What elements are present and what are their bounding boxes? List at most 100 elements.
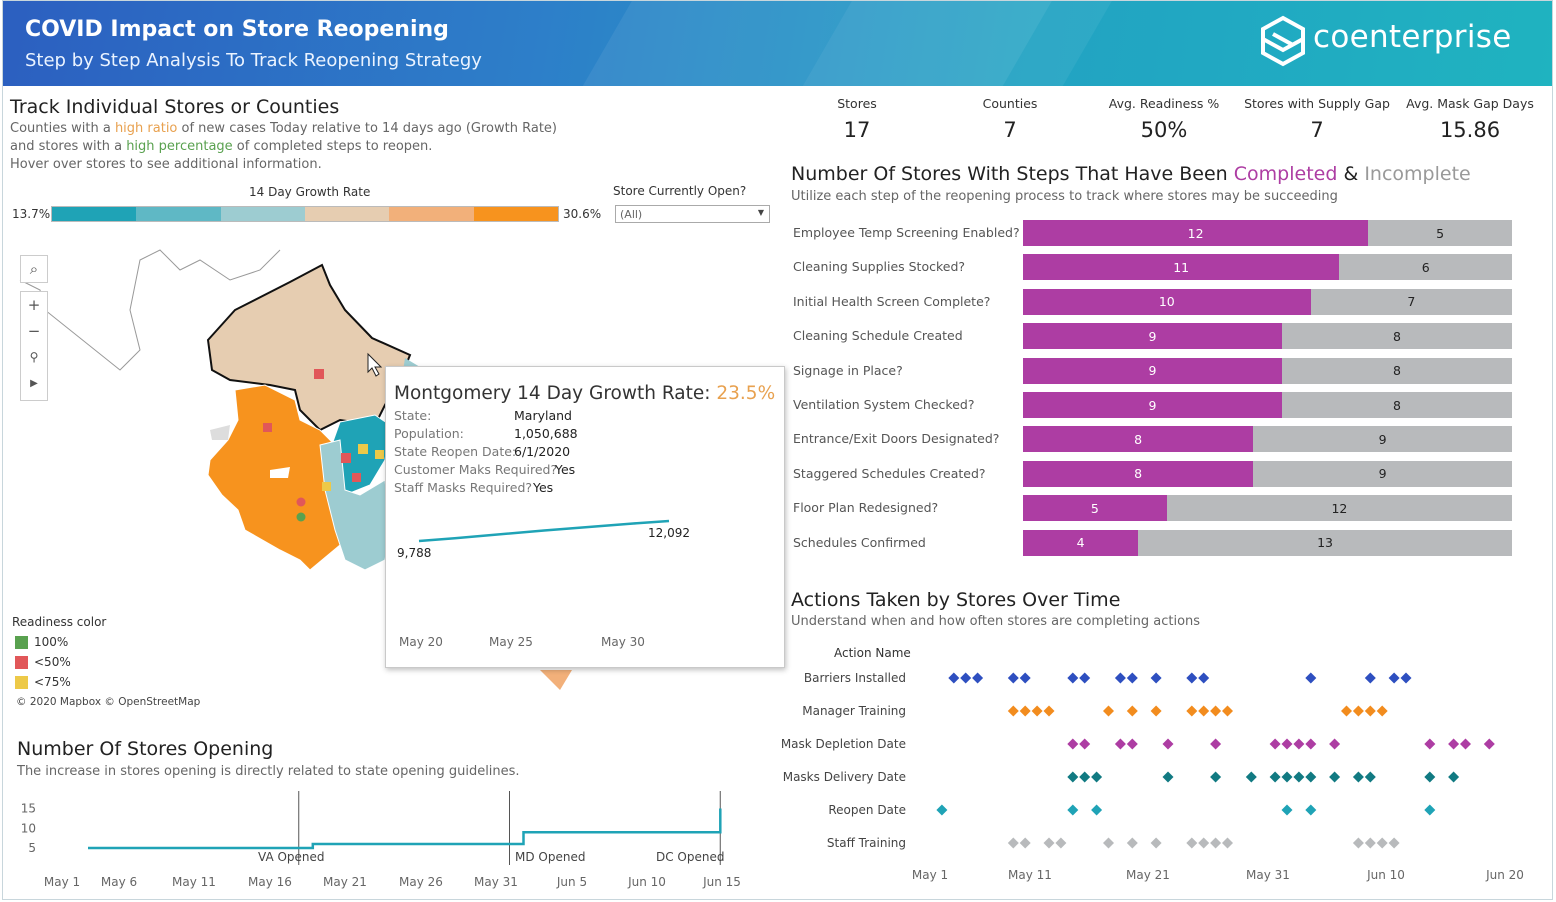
step-bar-incomplete[interactable]: 8 [1281,392,1512,418]
action-diamond[interactable] [1114,738,1126,750]
action-diamond[interactable] [1376,705,1388,717]
action-diamond[interactable] [1067,804,1079,816]
action-diamond[interactable] [1198,705,1210,717]
action-diamond[interactable] [1293,738,1305,750]
action-diamond[interactable] [1424,771,1436,783]
action-diamond[interactable] [1019,837,1031,849]
step-bar-completed[interactable]: 8 [1023,426,1254,453]
action-diamond[interactable] [1388,672,1400,684]
action-diamond[interactable] [1210,771,1222,783]
action-diamond[interactable] [1126,672,1138,684]
action-diamond[interactable] [1150,837,1162,849]
step-bar-completed[interactable]: 4 [1023,529,1139,556]
action-diamond[interactable] [1007,672,1019,684]
step-bar-completed[interactable]: 9 [1023,323,1282,350]
action-diamond[interactable] [1305,804,1317,816]
step-bar-completed[interactable]: 5 [1023,495,1167,522]
action-diamond[interactable] [1091,804,1103,816]
action-diamond[interactable] [1126,738,1138,750]
action-diamond[interactable] [1103,837,1114,849]
step-bar-incomplete[interactable]: 9 [1253,426,1512,453]
play-arrow-icon[interactable]: ▶ [30,377,38,389]
search-icon[interactable]: ⌕ [29,260,39,278]
step-bar-incomplete[interactable]: 8 [1281,357,1512,384]
step-bar-completed[interactable]: 10 [1023,288,1311,315]
action-diamond[interactable] [1019,672,1031,684]
action-diamond[interactable] [948,672,960,684]
action-diamond[interactable] [1448,738,1460,750]
action-diamond[interactable] [1067,771,1079,783]
action-diamond[interactable] [1269,771,1281,783]
action-diamond[interactable] [1483,738,1495,750]
action-diamond[interactable] [1281,771,1293,783]
action-diamond[interactable] [1269,738,1281,750]
action-diamond[interactable] [1126,837,1138,849]
actions-dot-chart[interactable]: Barriers Installed Manager Training Mask D… [780,660,1550,890]
step-bar-incomplete[interactable]: 13 [1138,529,1512,556]
action-diamond[interactable] [1055,837,1067,849]
action-diamond[interactable] [1364,837,1376,849]
action-diamond[interactable] [1222,705,1233,717]
growth-rate-segment[interactable] [389,207,474,221]
action-diamond[interactable] [1222,837,1233,849]
action-diamond[interactable] [1150,705,1162,717]
map-search-control[interactable]: ⌕ [20,255,48,283]
action-diamond[interactable] [1198,837,1210,849]
step-bar-completed[interactable]: 11 [1023,254,1340,281]
action-diamond[interactable] [1019,705,1031,717]
opening-line[interactable] [88,808,722,850]
action-diamond[interactable] [1305,672,1317,684]
action-diamond[interactable] [1043,837,1055,849]
action-diamond[interactable] [1293,771,1305,783]
action-diamond[interactable] [1210,837,1222,849]
pin-icon[interactable]: ⚲ [29,350,39,364]
action-diamond[interactable] [1281,804,1293,816]
opening-line-chart[interactable]: 15 10 5 VA Opened MD Opened DC Opened May 1 May… [0,785,780,895]
action-diamond[interactable] [1210,738,1222,750]
step-bar-completed[interactable]: 8 [1023,460,1254,487]
action-diamond[interactable] [1079,771,1091,783]
growth-rate-segment[interactable] [52,207,137,221]
action-diamond[interactable] [1031,705,1043,717]
action-diamond[interactable] [1245,771,1257,783]
action-diamond[interactable] [1305,738,1317,750]
growth-rate-color-bar[interactable] [51,206,559,222]
step-bar-incomplete[interactable]: 12 [1166,495,1512,522]
step-bar-completed[interactable]: 12 [1023,220,1369,246]
zoom-out-icon[interactable]: − [27,322,41,340]
action-diamond[interactable] [1329,738,1341,750]
action-diamond[interactable] [1424,804,1436,816]
action-diamond[interactable] [1007,705,1019,717]
action-diamond[interactable] [1305,771,1317,783]
store-open-select[interactable]: (All) ▼ [615,205,770,223]
action-diamond[interactable] [1067,738,1079,750]
action-diamond[interactable] [1448,771,1460,783]
action-diamond[interactable] [1103,705,1114,717]
action-diamond[interactable] [1186,672,1198,684]
action-diamond[interactable] [1079,738,1091,750]
action-diamond[interactable] [936,804,948,816]
step-bar-incomplete[interactable]: 8 [1281,323,1512,350]
action-diamond[interactable] [1352,705,1364,717]
growth-rate-segment[interactable] [136,207,221,221]
zoom-in-icon[interactable]: + [27,296,41,314]
action-diamond[interactable] [1186,705,1198,717]
action-diamond[interactable] [1364,672,1376,684]
action-diamond[interactable] [1162,771,1174,783]
growth-rate-segment[interactable] [220,207,305,221]
action-diamond[interactable] [1400,672,1412,684]
action-diamond[interactable] [1198,672,1210,684]
action-diamond[interactable] [960,672,972,684]
action-diamond[interactable] [1091,771,1103,783]
action-diamond[interactable] [1388,837,1400,849]
action-diamond[interactable] [1364,705,1376,717]
action-diamond[interactable] [1114,672,1126,684]
growth-rate-segment[interactable] [473,207,558,221]
step-bar-completed[interactable]: 9 [1023,357,1282,384]
action-diamond[interactable] [1186,837,1198,849]
action-diamond[interactable] [1460,738,1471,750]
step-bar-incomplete[interactable]: 9 [1253,460,1512,487]
action-diamond[interactable] [1352,837,1364,849]
action-diamond[interactable] [1329,771,1341,783]
action-diamond[interactable] [1364,771,1376,783]
